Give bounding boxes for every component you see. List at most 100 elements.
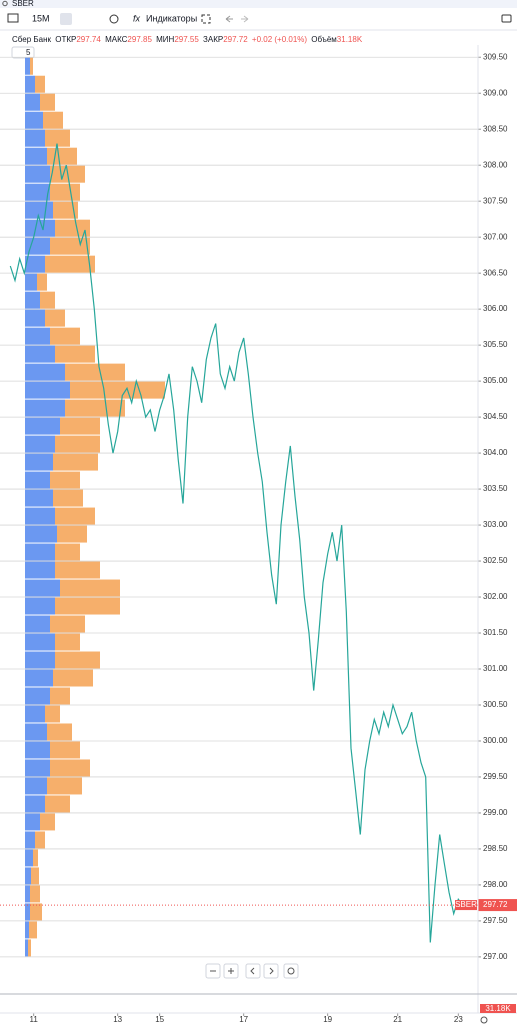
profile-bar — [45, 309, 65, 327]
y-tick-label: 304.50 — [483, 412, 508, 421]
profile-bar — [25, 597, 55, 615]
profile-bar — [25, 219, 55, 237]
profile-bar — [60, 579, 120, 597]
profile-bar — [25, 237, 50, 255]
symbol-badge — [455, 900, 477, 911]
profile-bar — [25, 669, 53, 687]
chart-type-button[interactable] — [60, 13, 72, 25]
volume-badge-label: 31.18K — [485, 1004, 511, 1013]
left-icon — [250, 967, 255, 975]
y-tick-label: 309.00 — [483, 88, 508, 97]
profile-bar — [53, 669, 93, 687]
symbol: SBER — [12, 0, 34, 8]
profile-bar — [25, 57, 30, 75]
profile-bar — [25, 399, 65, 417]
profile-bar — [65, 363, 125, 381]
undo-button[interactable] — [225, 15, 233, 23]
profile-bar — [25, 183, 50, 201]
profile-bar — [25, 777, 47, 795]
interval[interactable]: 15M — [32, 13, 50, 23]
y-tick-label: 309.50 — [483, 52, 508, 61]
settings-icon[interactable] — [480, 1016, 488, 1024]
profile-bar — [25, 831, 35, 849]
profile-bar — [70, 381, 165, 399]
profile-bar — [55, 507, 95, 525]
indicators-button[interactable]: Индикаторы — [146, 13, 197, 23]
profile-bar — [47, 147, 77, 165]
legend-low-label: МИН — [156, 35, 174, 44]
profile-bar — [25, 741, 50, 759]
profile-bar — [50, 687, 70, 705]
snapshot-button[interactable] — [501, 14, 512, 23]
y-tick-label: 306.00 — [483, 304, 508, 313]
profile-bar — [25, 633, 55, 651]
profile-bar — [29, 921, 37, 939]
volume-badge — [480, 1004, 516, 1013]
profile-bar — [25, 147, 47, 165]
profile-bar — [25, 363, 65, 381]
cart-icon[interactable] — [7, 13, 19, 23]
profile-bar — [25, 867, 31, 885]
profile-bar — [53, 201, 78, 219]
templates-button[interactable] — [201, 14, 211, 24]
reset-button[interactable] — [283, 963, 299, 979]
scroll-left-button[interactable] — [245, 963, 261, 979]
profile-bar — [45, 129, 70, 147]
profile-bar — [25, 489, 53, 507]
legend-close: 297.72 — [223, 35, 248, 44]
profile-bar — [28, 939, 31, 957]
profile-bar — [25, 921, 29, 939]
profile-bar — [25, 705, 45, 723]
legend: Сбер Банк ОТКР297.74 МАКС297.85 МИН297.5… — [12, 35, 363, 44]
profile-bar — [40, 93, 55, 111]
profile-bar — [30, 903, 42, 921]
profile-bar — [60, 417, 100, 435]
profile-bar — [43, 111, 63, 129]
profile-bar — [25, 849, 33, 867]
profile-bar — [30, 885, 40, 903]
y-tick-label: 300.50 — [483, 700, 508, 709]
x-tick-label: 19 — [323, 1015, 332, 1024]
legend-open-label: ОТКР — [55, 35, 76, 44]
profile-bar — [25, 435, 55, 453]
x-tick-label: 11 — [30, 1015, 39, 1024]
y-tick-label: 307.00 — [483, 232, 508, 241]
y-tick-label: 299.50 — [483, 772, 508, 781]
symbol-badge-label: SBER — [455, 900, 477, 909]
profile-bar — [55, 345, 95, 363]
y-tick-label: 297.50 — [483, 916, 508, 925]
profile-bar — [40, 813, 55, 831]
x-tick-label: 21 — [393, 1015, 402, 1024]
legend-close-label: ЗАКР — [203, 35, 223, 44]
legend-change: +0.02 (+0.01%) — [252, 35, 307, 44]
profile-bar — [25, 759, 50, 777]
profile-bar — [25, 165, 50, 183]
compare-button[interactable] — [109, 14, 119, 24]
x-tick-label: 17 — [239, 1015, 248, 1024]
search-icon — [2, 0, 8, 7]
y-tick-label: 298.00 — [483, 880, 508, 889]
profile-bar — [55, 543, 80, 561]
redo-button[interactable] — [241, 15, 249, 23]
scroll-right-button[interactable] — [263, 963, 279, 979]
profile-setting-box[interactable] — [11, 46, 35, 59]
profile-bar — [33, 849, 38, 867]
profile-bar — [55, 633, 80, 651]
y-tick-label: 299.00 — [483, 808, 508, 817]
y-tick-label: 297.00 — [483, 952, 508, 961]
price-line — [9, 143, 464, 943]
profile-bar — [53, 489, 83, 507]
profile-bar — [25, 543, 55, 561]
y-tick-label: 298.50 — [483, 844, 508, 853]
legend-high: 297.85 — [127, 35, 152, 44]
profile-bar — [35, 75, 45, 93]
profile-bar — [57, 525, 87, 543]
profile-bar — [50, 183, 80, 201]
y-tick-label: 305.00 — [483, 376, 508, 385]
x-tick-label: 15 — [155, 1015, 164, 1024]
profile-bar — [40, 291, 55, 309]
profile-bar — [55, 561, 100, 579]
profile-bar — [25, 345, 55, 363]
search-bar[interactable] — [0, 0, 517, 8]
